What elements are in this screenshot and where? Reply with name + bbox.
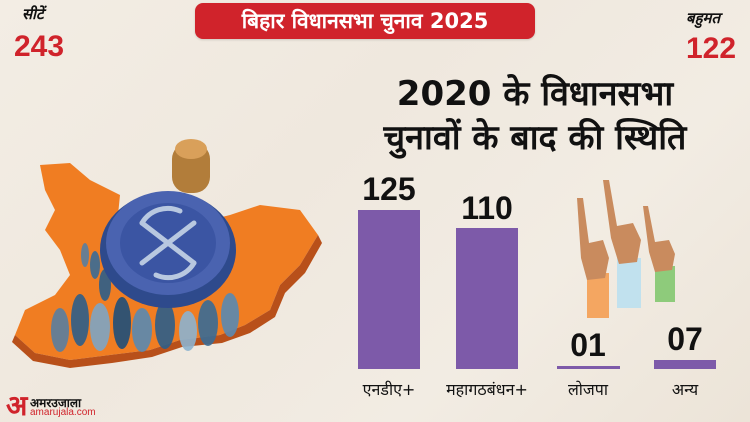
banner-title: बिहार विधानसभा चुनाव 2025 <box>241 9 489 33</box>
hand-icon-blue <box>603 180 641 308</box>
hand-icon-orange <box>577 198 609 318</box>
chart-title-line1: 2020 के विधानसभा <box>396 74 674 114</box>
bar-others <box>654 360 716 369</box>
bar-value-mahagathbandhan: 110 <box>461 190 513 226</box>
amarujala-logo-icon: अ <box>6 389 28 422</box>
bihar-map-illustration <box>12 139 322 368</box>
bar-label-mahagathbandhan: महागठबंधन+ <box>446 380 528 399</box>
brand-name-hindi: अमरउजाला <box>30 396 82 410</box>
bar-label-others: अन्य <box>671 380 699 399</box>
bar-value-ljp: 01 <box>570 327 606 363</box>
bar-mahagathbandhan <box>456 228 518 369</box>
hand-icon-green <box>643 206 675 302</box>
brand-url: amarujala.com <box>30 407 96 418</box>
ballot-stamp-icon <box>100 139 236 308</box>
majority-value: 122 <box>686 32 737 65</box>
bar-nda <box>358 210 420 369</box>
majority-label: बहुमत <box>686 9 721 27</box>
bar-label-nda: एनडीए+ <box>362 380 416 399</box>
bar-value-nda: 125 <box>362 171 416 207</box>
voting-hands-illustration <box>577 180 675 318</box>
chart-title-line2: चुनावों के बाद की स्थिति <box>383 118 687 158</box>
chart-title: 2020 के विधानसभा चुनावों के बाद की स्थित… <box>330 72 740 160</box>
bar-label-ljp: लोजपा <box>567 380 609 399</box>
bar-ljp <box>557 366 620 369</box>
seats-value: 243 <box>14 30 65 63</box>
crowd-icon <box>51 243 239 352</box>
seats-label: सीटें <box>22 5 44 23</box>
header-banner: बिहार विधानसभा चुनाव 2025 <box>195 3 535 39</box>
